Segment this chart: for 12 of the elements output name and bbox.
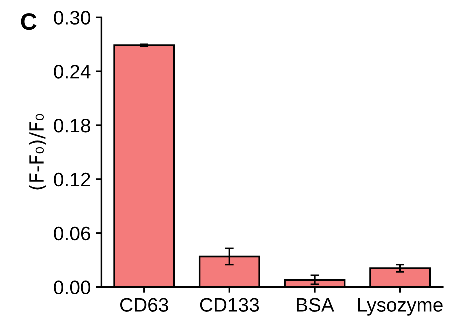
y-tick-label: 0.06 (54, 226, 90, 241)
x-tick-label: CD63 (120, 298, 168, 312)
y-tick-label: 0.12 (54, 172, 90, 187)
y-tick-label: 0.30 (54, 11, 91, 25)
y-tick-label: 0.24 (54, 65, 91, 79)
text: C (21, 13, 37, 30)
y-tick-label: 0.00 (54, 280, 91, 295)
x-tick-label: Lysozyme (358, 298, 443, 316)
y-tick-label: 0.18 (54, 118, 90, 133)
x-tick-label: CD133 (200, 298, 260, 312)
y-axis-title: (F-F₀)/F₀ (29, 114, 46, 190)
x-tick-label: BSA (297, 298, 334, 312)
